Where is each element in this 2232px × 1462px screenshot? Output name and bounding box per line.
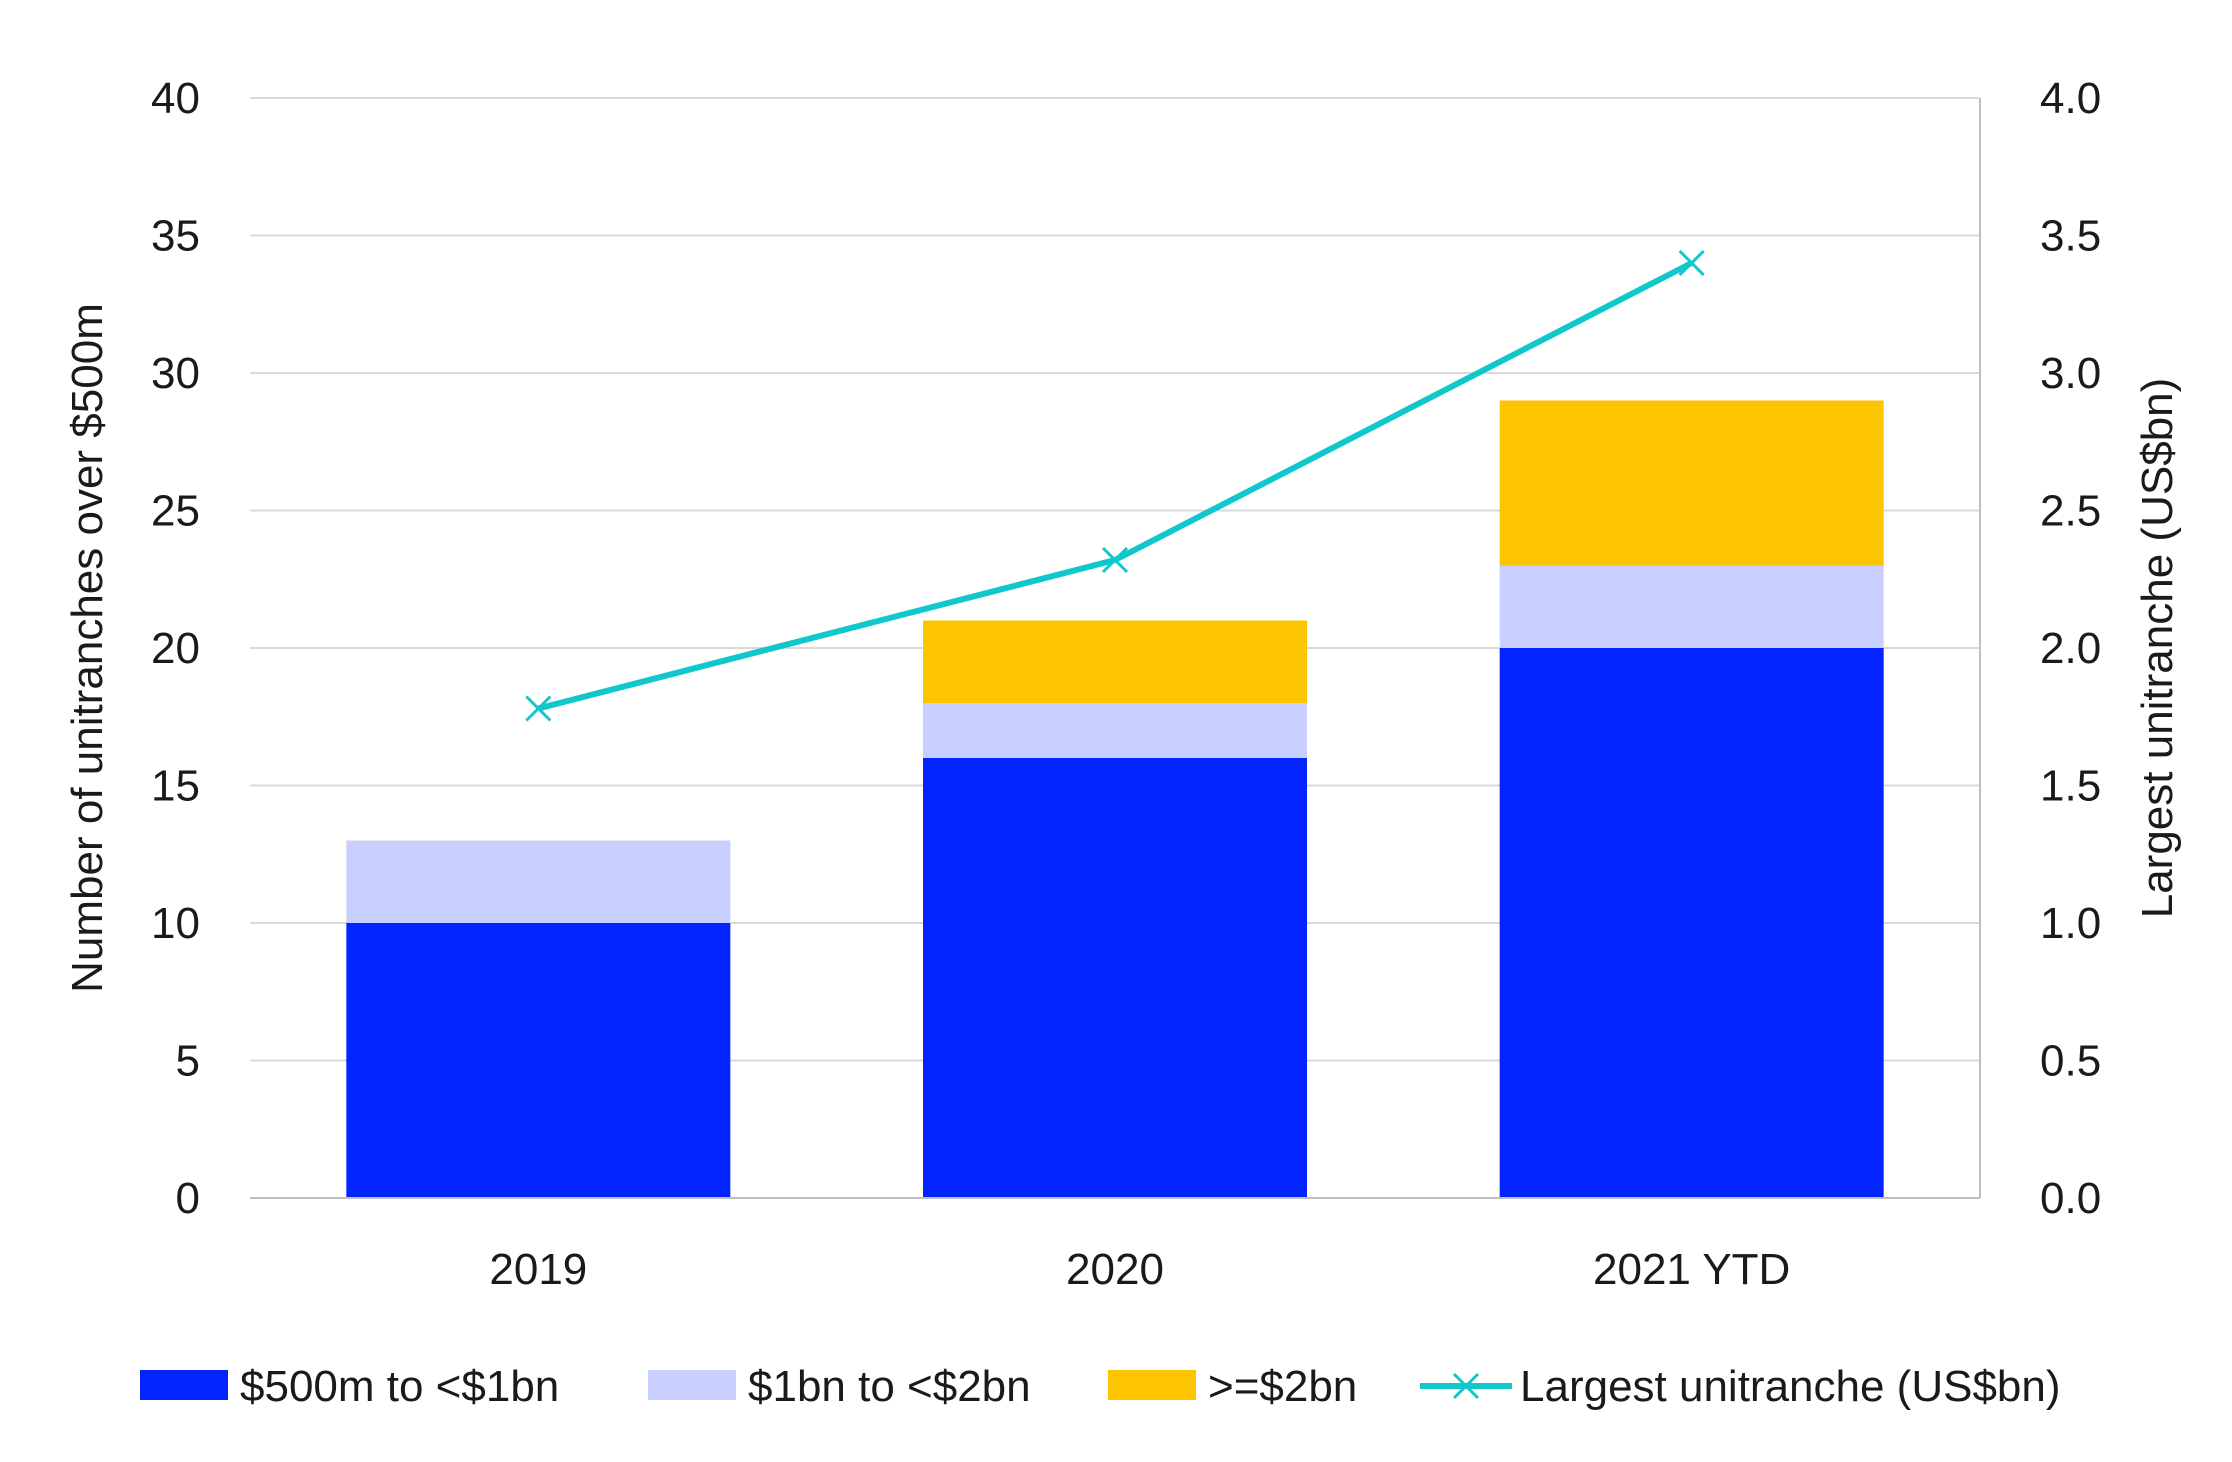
bar-segment (1499, 565, 1884, 648)
y2-tick-label: 2.0 (2040, 624, 2101, 673)
y-axis-title: Number of unitranches over $500m (63, 303, 112, 993)
tick-labels: 0 5 10 15 20 25 30 35 40 0.0 0.5 1.0 1.5 2.0 2.5 3.0 3.5… (151, 74, 2101, 1294)
line-point-marker (1678, 249, 1705, 277)
legend-item: Largest unitranche (US$bn) (1420, 1362, 2061, 1411)
bar-segment (1499, 400, 1884, 566)
x-tick-label: 2021 YTD (1593, 1245, 1790, 1294)
bar-segment (923, 758, 1307, 1198)
line-series (525, 249, 1705, 722)
y-tick-label: 40 (151, 74, 200, 123)
y-tick-label: 20 (151, 624, 200, 673)
line-point-marker (525, 695, 552, 722)
legend-item: $500m to <$1bn (140, 1362, 559, 1411)
legend-item: >=$2bn (1108, 1362, 1357, 1411)
y2-tick-label: 3.5 (2040, 212, 2101, 261)
y-tick-label: 10 (151, 899, 200, 948)
y2-tick-label: 1.5 (2040, 762, 2101, 811)
legend-swatch (648, 1370, 736, 1400)
y2-tick-label: 3.0 (2040, 349, 2101, 398)
bar-segment (346, 923, 731, 1198)
x-tick-label: 2019 (489, 1245, 587, 1294)
legend-item: $1bn to <$2bn (648, 1362, 1031, 1411)
bar-segment (1499, 648, 1884, 1198)
y2-tick-label: 1.0 (2040, 899, 2101, 948)
y2-tick-label: 0.0 (2040, 1174, 2101, 1223)
legend-label: $500m to <$1bn (240, 1362, 559, 1411)
legend-label: $1bn to <$2bn (748, 1362, 1031, 1411)
bar-segment (923, 620, 1307, 703)
y-tick-label: 25 (151, 487, 200, 536)
y-tick-label: 15 (151, 762, 200, 811)
legend: $500m to <$1bn $1bn to <$2bn >=$2bn Largest… (140, 1362, 2061, 1411)
y-tick-label: 0 (176, 1174, 200, 1223)
y-tick-label: 35 (151, 212, 200, 261)
legend-swatch (140, 1370, 228, 1400)
legend-label: Largest unitranche (US$bn) (1520, 1362, 2061, 1411)
y2-axis-title: Largest unitranche (US$bn) (2133, 378, 2182, 919)
y-tick-label: 5 (176, 1037, 200, 1086)
legend-label: >=$2bn (1208, 1362, 1357, 1411)
y2-tick-label: 0.5 (2040, 1037, 2101, 1086)
x-tick-label: 2020 (1066, 1245, 1164, 1294)
bar-segment (923, 703, 1307, 758)
line-point-marker (1101, 546, 1129, 574)
y2-tick-label: 4.0 (2040, 74, 2101, 123)
axes (250, 98, 1981, 1199)
y2-tick-label: 2.5 (2040, 487, 2101, 536)
legend-swatch (1108, 1370, 1196, 1400)
bar-segment (346, 840, 731, 923)
y-tick-label: 30 (151, 349, 200, 398)
bars (346, 400, 1884, 1198)
